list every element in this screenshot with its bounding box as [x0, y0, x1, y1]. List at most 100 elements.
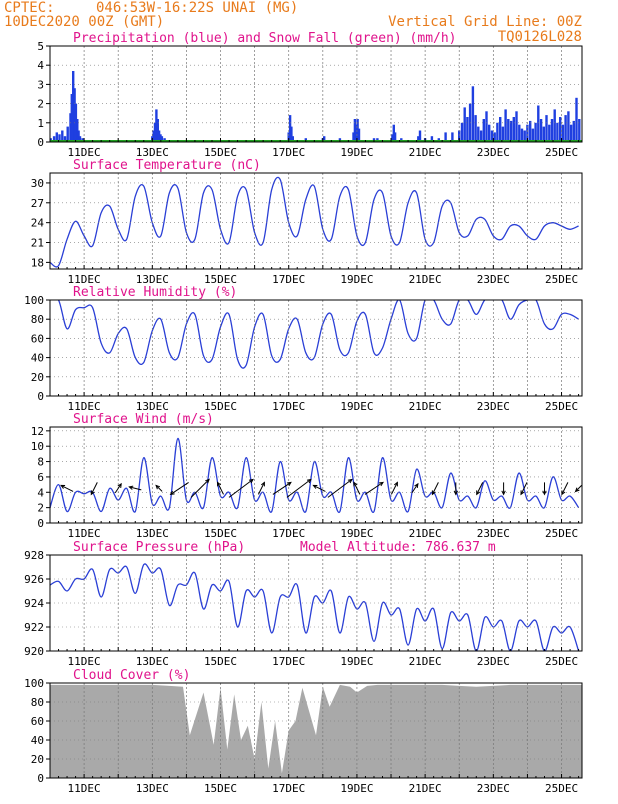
precip-day-label: 25DEC [545, 146, 578, 159]
precip-bar [518, 124, 521, 142]
pressure-title: Surface Pressure (hPa) [73, 540, 245, 555]
wind-arrow [114, 483, 122, 494]
wind-arrow [90, 482, 98, 495]
wind-arrow-head [561, 490, 566, 496]
precip-bar [556, 122, 559, 142]
wind-day-label: 23DEC [477, 527, 510, 540]
precip-bar [523, 130, 526, 142]
wind-arrow-head [378, 481, 384, 487]
precip-day-label: 19DEC [340, 146, 373, 159]
precip-bar [482, 119, 485, 142]
pressure-line [50, 563, 580, 651]
wind-arrow-head [347, 478, 353, 484]
wind-arrow-head [353, 481, 358, 487]
wind-arrow [364, 481, 384, 495]
wind-day-label: 25DEC [545, 527, 578, 540]
wind-arrow [60, 484, 74, 492]
precip-title: Precipitation (blue) and Snow Fall (gree… [73, 31, 457, 46]
precip-bar [52, 136, 56, 142]
header-source: CPTEC: [4, 0, 55, 16]
pressure-day-label: 23DEC [477, 655, 510, 668]
temperature-day-label: 17DEC [272, 273, 305, 286]
precip-bar [485, 111, 488, 142]
wind-arrow [286, 478, 312, 498]
humidity-day-label: 11DEC [68, 400, 101, 413]
temperature-frame [49, 172, 583, 270]
wind-arrow-head [306, 478, 312, 484]
precip-bar [578, 119, 581, 142]
precip-bar [157, 130, 161, 142]
precip-bar [569, 124, 573, 142]
precip-day-label: 13DEC [136, 146, 169, 159]
precip-bar [537, 105, 540, 142]
precip-bar [512, 117, 515, 142]
precip-bar [74, 103, 78, 142]
cloud-day-label: 11DEC [68, 782, 101, 795]
precip-bar [564, 115, 567, 142]
precip-bar [153, 122, 157, 142]
precip-bar [501, 126, 505, 142]
pressure-y-tick-label: 924 [24, 597, 44, 610]
humidity-frame [49, 299, 583, 397]
precip-bar [290, 126, 293, 142]
wind-arrow [476, 482, 484, 495]
precip-bar [451, 132, 454, 142]
precip-bar [152, 130, 155, 142]
humidity-day-label: 15DEC [204, 400, 237, 413]
precip-bar [78, 136, 82, 142]
wind-y-tick-label: 0 [37, 517, 44, 530]
temperature-y-tick-label: 24 [31, 217, 45, 230]
precip-bar [567, 111, 570, 142]
humidity-day-label: 23DEC [477, 400, 510, 413]
precip-bar [417, 136, 420, 142]
wind-arrow [257, 482, 265, 495]
precip-bar [496, 122, 499, 142]
wind-arrow-head [501, 490, 506, 496]
precip-bar [534, 122, 537, 142]
precip-bar [479, 130, 483, 142]
wind-line [50, 437, 580, 514]
cloud-day-label: 15DEC [204, 782, 237, 795]
header-grid-note: Vertical Grid Line: 00Z [388, 14, 582, 30]
wind-arrow-head [574, 487, 580, 493]
humidity-y-tick-label: 40 [31, 352, 44, 365]
wind-arrow-head [155, 484, 161, 490]
precip-bar [353, 119, 357, 142]
precip-bar [477, 126, 480, 142]
temperature-day-label: 25DEC [545, 273, 578, 286]
precip-bar [488, 124, 491, 142]
precip-bar [159, 134, 162, 142]
precip-bar [466, 117, 469, 142]
precip-bar [355, 124, 358, 142]
wind-arrow-head [248, 478, 254, 484]
precip-bar [539, 119, 543, 142]
wind-arrow [561, 482, 569, 495]
precip-bar [155, 109, 158, 142]
precip-bar [73, 88, 76, 142]
wind-y-tick-label: 4 [37, 486, 44, 499]
temperature-y-tick-label: 21 [31, 237, 44, 250]
temperature-day-label: 19DEC [340, 273, 373, 286]
wind-arrow [228, 478, 254, 498]
pressure-subtitle: Model Altitude: 786.637 m [300, 540, 496, 555]
wind-arrow-head [286, 481, 292, 487]
precip-y-tick-label: 4 [37, 59, 44, 72]
cloud-y-tick-label: 100 [24, 677, 44, 690]
wind-arrow [353, 482, 361, 495]
pressure-y-tick-label: 922 [24, 621, 44, 634]
wind-arrow-head [453, 490, 459, 496]
wind-arrow-head [169, 490, 175, 496]
pressure-y-tick-label: 926 [24, 573, 44, 586]
temperature-day-label: 13DEC [136, 273, 169, 286]
precip-bar [509, 120, 513, 142]
precip-bar [507, 119, 510, 142]
wind-arrow-head [393, 481, 398, 487]
precip-bar [490, 130, 494, 142]
wind-day-label: 17DEC [272, 527, 305, 540]
wind-arrow [431, 482, 439, 495]
cloud-day-label: 25DEC [545, 782, 578, 795]
humidity-y-tick-label: 60 [31, 332, 44, 345]
wind-frame [49, 426, 583, 524]
cloud-day-label: 17DEC [272, 782, 305, 795]
wind-arrow [313, 484, 326, 492]
